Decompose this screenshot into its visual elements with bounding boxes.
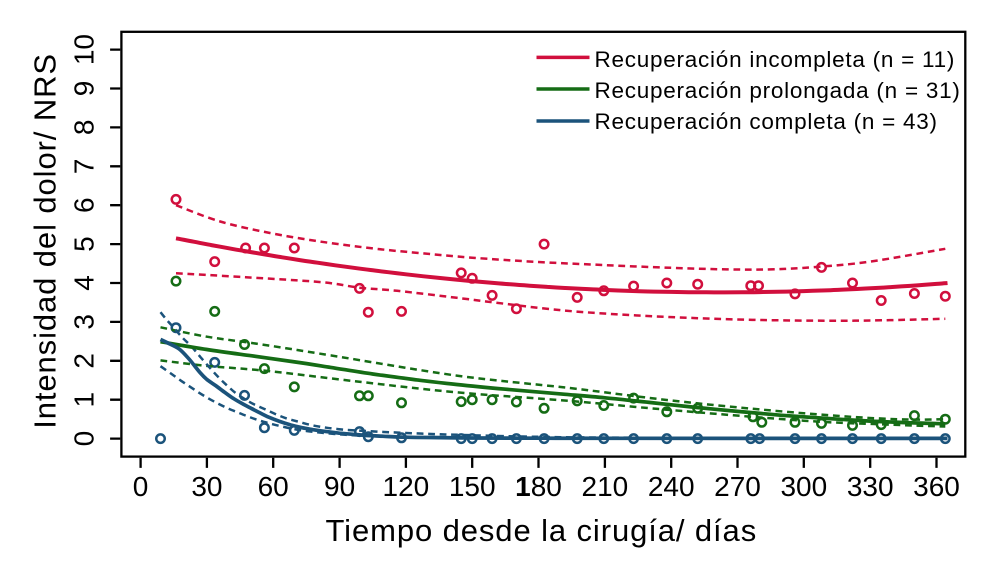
svg-text:210: 210 [582,471,629,502]
svg-text:Recuperación prolongada (n = 3: Recuperación prolongada (n = 31) [595,78,961,103]
svg-text:180: 180 [515,471,562,502]
svg-text:120: 120 [383,471,430,502]
svg-text:0: 0 [133,471,149,502]
svg-text:Recuperación incompleta (n = 1: Recuperación incompleta (n = 11) [595,47,956,72]
svg-text:8: 8 [68,120,99,136]
svg-text:Recuperación completa (n = 43): Recuperación completa (n = 43) [595,109,938,134]
svg-text:150: 150 [449,471,496,502]
svg-text:10: 10 [68,34,99,65]
svg-text:30: 30 [191,471,222,502]
svg-text:1: 1 [68,392,99,408]
svg-text:Tiempo desde la cirugía/ días: Tiempo desde la cirugía/ días [325,513,757,548]
svg-text:240: 240 [648,471,695,502]
svg-text:3: 3 [68,314,99,330]
svg-text:0: 0 [68,431,99,447]
svg-text:9: 9 [68,81,99,97]
svg-text:60: 60 [258,471,289,502]
svg-text:90: 90 [324,471,355,502]
svg-text:7: 7 [68,159,99,175]
svg-text:4: 4 [68,275,99,291]
svg-text:6: 6 [68,197,99,213]
svg-text:5: 5 [68,236,99,252]
svg-text:Intensidad del dolor/ NRS: Intensidad del dolor/ NRS [28,53,63,429]
svg-text:270: 270 [714,471,761,502]
svg-text:2: 2 [68,353,99,369]
svg-text:330: 330 [847,471,894,502]
svg-text:360: 360 [913,471,960,502]
svg-text:300: 300 [780,471,827,502]
